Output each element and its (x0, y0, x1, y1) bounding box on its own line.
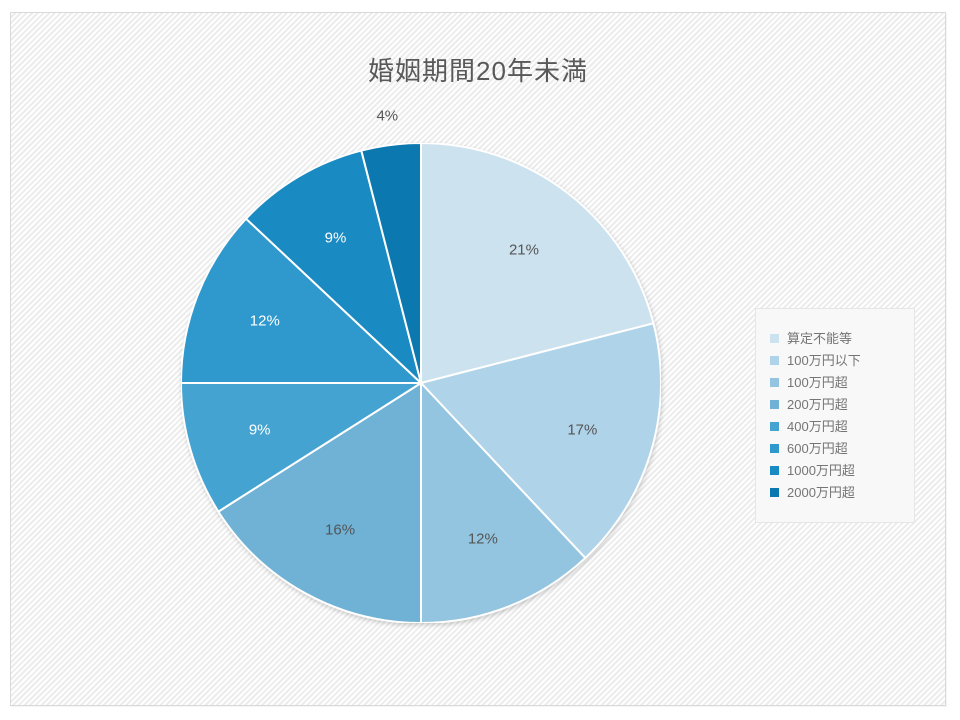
legend-item: 1000万円超 (770, 464, 902, 477)
legend-item: 2000万円超 (770, 486, 902, 499)
slice-percent-label: 9% (249, 421, 271, 438)
legend-item: 100万円超 (770, 376, 902, 389)
legend-label: 2000万円超 (787, 486, 855, 499)
page: 婚姻期間20年未満 21% 17% 12% 16% 9% 12% 9% 4% 算定不能等 100… (0, 0, 960, 720)
pie-svg (181, 143, 661, 623)
legend-item: 600万円超 (770, 442, 902, 455)
legend-swatch (770, 356, 779, 365)
slice-percent-label: 9% (325, 230, 347, 247)
legend-swatch (770, 378, 779, 387)
legend-swatch (770, 444, 779, 453)
chart-title: 婚姻期間20年未満 (11, 51, 945, 88)
chart-panel: 婚姻期間20年未満 21% 17% 12% 16% 9% 12% 9% 4% 算定不能等 100… (10, 12, 946, 706)
slice-percent-label: 12% (468, 531, 498, 548)
slice-percent-label: 12% (250, 313, 280, 330)
legend-swatch (770, 488, 779, 497)
legend-label: 400万円超 (787, 420, 848, 433)
legend: 算定不能等 100万円以下 100万円超 200万円超 400万円超 600万円超 1000… (755, 308, 915, 523)
legend-label: 600万円超 (787, 442, 848, 455)
slice-percent-label: 4% (376, 108, 398, 125)
legend-swatch (770, 400, 779, 409)
legend-swatch (770, 466, 779, 475)
slice-percent-label: 16% (325, 522, 355, 539)
legend-label: 200万円超 (787, 398, 848, 411)
legend-label: 算定不能等 (787, 332, 852, 345)
legend-label: 100万円以下 (787, 354, 861, 367)
legend-label: 100万円超 (787, 376, 848, 389)
legend-swatch (770, 334, 779, 343)
slice-percent-label: 21% (509, 242, 539, 259)
slice-percent-label: 17% (567, 421, 597, 438)
legend-item: 算定不能等 (770, 332, 902, 345)
legend-swatch (770, 422, 779, 431)
legend-item: 100万円以下 (770, 354, 902, 367)
legend-item: 400万円超 (770, 420, 902, 433)
legend-item: 200万円超 (770, 398, 902, 411)
pie-chart: 21%17%12%16%9%12%9%4% (181, 143, 661, 623)
legend-label: 1000万円超 (787, 464, 855, 477)
